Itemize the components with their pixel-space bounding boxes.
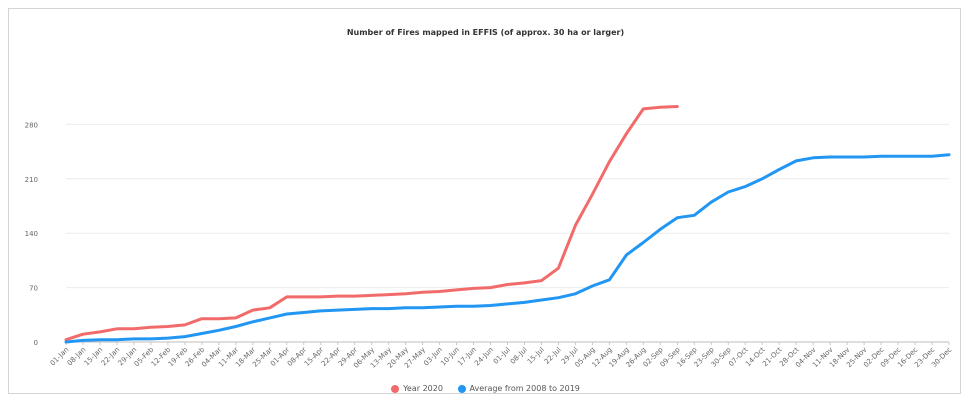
chart-frame <box>8 8 961 394</box>
y-tick-label: 0 <box>34 339 38 347</box>
legend-item-average[interactable]: Average from 2008 to 2019 <box>457 384 580 393</box>
legend-label-year-2020: Year 2020 <box>403 384 443 393</box>
legend-swatch-year-2020 <box>391 384 400 393</box>
x-tick-label: 15-Jul <box>526 346 546 366</box>
y-tick-label: 280 <box>25 121 38 129</box>
x-axis: 01-Jan08-Jan15-Jan22-Jan29-Jan05-Feb12-F… <box>49 342 954 370</box>
chart-title: Number of Fires mapped in EFFIS (of appr… <box>346 28 625 37</box>
y-axis: 0 70 140 210 280 <box>25 121 38 347</box>
x-tick-label: 24-Jun <box>473 346 495 368</box>
legend: Year 2020 Average from 2008 to 2019 <box>0 384 971 395</box>
legend-label-average: Average from 2008 to 2019 <box>469 384 580 393</box>
x-tick-label: 08-Jul <box>509 346 529 366</box>
legend-swatch-average <box>457 384 466 393</box>
y-tick-label: 70 <box>29 285 38 293</box>
series-lines <box>64 105 951 344</box>
y-tick-label: 210 <box>25 176 38 184</box>
series-line-year-2020[interactable] <box>64 105 679 342</box>
series-line-average[interactable] <box>64 153 951 344</box>
x-tick-label: 01-Jul <box>492 346 512 366</box>
legend-item-year-2020[interactable]: Year 2020 <box>391 384 443 393</box>
y-tick-label: 140 <box>25 230 38 238</box>
x-tick-label: 22-Jul <box>543 346 563 366</box>
